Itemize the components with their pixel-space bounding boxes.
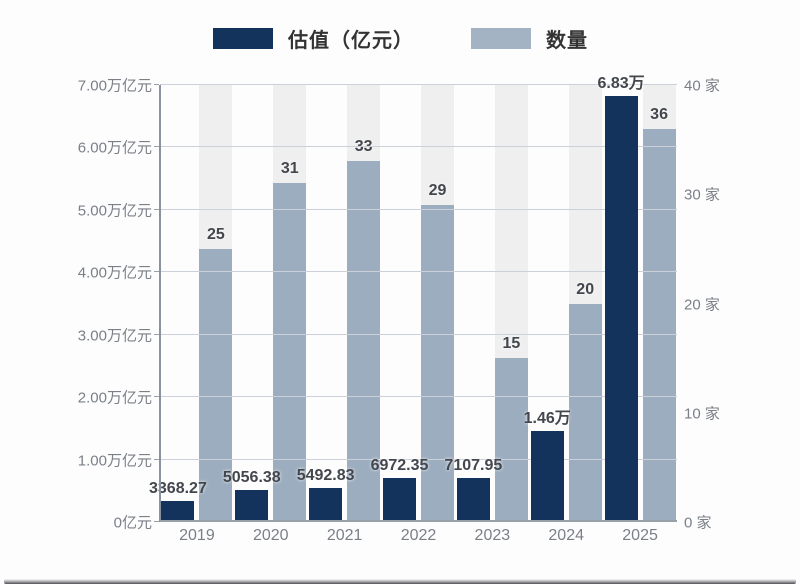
valuation-bar: 7107.95 bbox=[444, 457, 502, 522]
count-bar bbox=[642, 128, 676, 522]
right-axis-tick-label: 10 家 bbox=[684, 405, 720, 423]
gridline bbox=[160, 333, 677, 335]
bottom-edge-shadow bbox=[4, 579, 796, 584]
right-axis-tick-label: 20 家 bbox=[684, 296, 720, 313]
x-axis-label: 2021 bbox=[326, 527, 363, 544]
count-column: 29 bbox=[420, 85, 454, 522]
count-value-label: 29 bbox=[428, 182, 447, 200]
left-axis-tick-label: 7.00万亿元 bbox=[77, 77, 152, 95]
x-axis-label: 2024 bbox=[548, 527, 584, 544]
x-axis-label: 2022 bbox=[400, 527, 437, 544]
valuation-value-label: 3368.27 bbox=[149, 479, 207, 497]
x-axis-label: 2025 bbox=[622, 527, 658, 544]
valuation-value-label: 5492.83 bbox=[296, 466, 355, 484]
count-legend-swatch bbox=[471, 28, 531, 49]
valuation-value-label: 5056.38 bbox=[222, 469, 281, 487]
valuation-column: 7107.95 bbox=[444, 85, 502, 522]
left-axis-tick bbox=[154, 208, 159, 210]
left-axis-tick bbox=[154, 458, 159, 460]
count-value-label: 20 bbox=[576, 280, 595, 298]
gridline bbox=[160, 396, 677, 398]
count-value-label: 25 bbox=[207, 225, 225, 243]
plot-area: 3368.27 25 5056.38 31 5492.83 33 6972.35 29 7107… bbox=[149, 75, 677, 522]
valuation-bar: 6.83万 bbox=[597, 75, 645, 522]
left-axis-tick-label: 4.00万亿元 bbox=[77, 264, 152, 282]
bar-group: 5492.83 33 bbox=[297, 85, 382, 522]
count-value-label: 36 bbox=[650, 105, 668, 123]
legend-item-valuation: 估值（亿元） bbox=[213, 24, 414, 53]
gridline bbox=[160, 458, 677, 460]
count-value-label: 33 bbox=[354, 138, 373, 156]
gridline bbox=[160, 146, 677, 148]
valuation-bar: 5056.38 bbox=[223, 469, 281, 522]
valuation-bar: 5492.83 bbox=[297, 467, 355, 522]
count-value-label: 31 bbox=[280, 160, 299, 178]
count-column: 15 bbox=[494, 85, 528, 522]
bar-group: 5056.38 31 bbox=[223, 85, 308, 522]
gridline bbox=[160, 208, 677, 210]
valuation-bar: 3368.27 bbox=[149, 480, 207, 522]
gridline bbox=[160, 84, 677, 85]
valuation-column: 6972.35 bbox=[371, 85, 428, 522]
y-axis-right: 0 家 10 家 20 家 30 家 40 家 bbox=[684, 78, 764, 532]
left-axis-tick bbox=[154, 396, 159, 398]
bar-group: 3368.27 25 bbox=[149, 85, 234, 522]
left-axis-tick-label: 3.00万亿元 bbox=[77, 327, 152, 345]
baseline bbox=[160, 520, 677, 522]
left-axis-tick-label: 6.00万亿元 bbox=[77, 139, 152, 157]
left-axis-line bbox=[159, 85, 161, 522]
left-axis-tick bbox=[154, 333, 159, 335]
left-axis-tick bbox=[154, 521, 159, 522]
count-bar bbox=[199, 248, 233, 522]
count-column: 25 bbox=[199, 85, 233, 522]
valuation-column: 6.83万 bbox=[597, 75, 645, 522]
right-axis-tick-label: 40 家 bbox=[684, 77, 720, 95]
valuation-column: 1.46万 bbox=[524, 85, 571, 522]
left-axis-tick bbox=[154, 84, 159, 85]
right-axis-tick-label: 30 家 bbox=[684, 186, 720, 204]
valuation-bar: 1.46万 bbox=[524, 410, 571, 522]
valuation-value-label: 1.46万 bbox=[523, 409, 571, 427]
valuation-value-label: 6972.35 bbox=[370, 457, 429, 475]
bar-group: 1.46万 20 bbox=[524, 85, 603, 522]
x-axis-label: 2020 bbox=[252, 527, 289, 544]
valuation-value-label: 7107.95 bbox=[444, 456, 503, 474]
left-axis-tick-label: 5.00万亿元 bbox=[77, 202, 152, 220]
gridline bbox=[160, 271, 677, 273]
x-axis-label: 2023 bbox=[474, 527, 511, 544]
bar-group: 7107.95 15 bbox=[444, 85, 529, 522]
count-value-label: 15 bbox=[502, 335, 521, 353]
bar-group: 6.83万 36 bbox=[597, 75, 677, 522]
y-axis-left: 0亿元 1.00万亿元 2.00万亿元 3.00万亿元 4.00万亿元 5.00万亿元 6.… bbox=[0, 78, 152, 532]
valuation-legend-swatch bbox=[213, 28, 273, 49]
count-bar bbox=[273, 183, 307, 522]
legend-item-count: 数量 bbox=[471, 24, 588, 53]
count-bar bbox=[494, 358, 528, 522]
valuation-column: 5492.83 bbox=[297, 85, 355, 522]
left-axis-tick-label: 2.00万亿元 bbox=[77, 389, 152, 407]
left-axis-tick bbox=[154, 146, 159, 148]
valuation-value-label: 6.83万 bbox=[597, 74, 645, 92]
count-legend-label: 数量 bbox=[546, 30, 588, 52]
x-axis-label: 2019 bbox=[179, 527, 215, 544]
count-column: 36 bbox=[642, 85, 676, 522]
bar-group: 6972.35 29 bbox=[371, 85, 456, 522]
count-column: 20 bbox=[568, 85, 602, 522]
left-axis-tick-label: 1.00万亿元 bbox=[77, 452, 152, 470]
right-axis-tick-label: 0 家 bbox=[684, 514, 712, 532]
count-column: 31 bbox=[273, 85, 307, 522]
count-bar bbox=[568, 303, 602, 522]
left-axis-tick-label: 0亿元 bbox=[113, 514, 152, 532]
valuation-legend-label: 估值（亿元） bbox=[288, 30, 414, 52]
count-bar bbox=[347, 161, 381, 522]
count-column: 33 bbox=[347, 85, 381, 522]
valuation-column: 3368.27 bbox=[149, 85, 207, 522]
valuation-bar: 6972.35 bbox=[371, 457, 428, 522]
valuation-column: 5056.38 bbox=[223, 85, 281, 522]
count-bar bbox=[420, 205, 454, 522]
left-axis-tick bbox=[154, 271, 159, 273]
x-axis: 2019 2020 2021 2022 2023 2024 2025 bbox=[160, 527, 677, 553]
